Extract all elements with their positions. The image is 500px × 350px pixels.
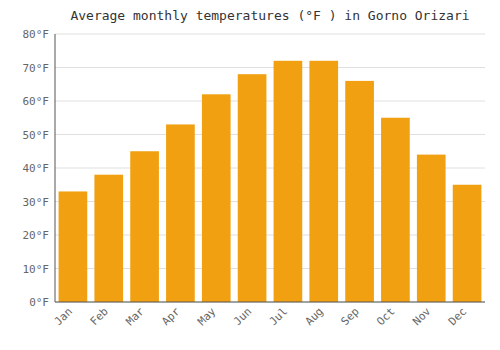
bar — [309, 61, 338, 302]
x-tick-label: Apr — [159, 305, 183, 329]
x-tick-label: Mar — [123, 305, 147, 329]
x-tick-label: Feb — [88, 305, 111, 328]
x-tick-label: Dec — [446, 305, 469, 328]
y-tick-label: 80°F — [23, 28, 50, 41]
bar — [130, 151, 159, 302]
bar — [274, 61, 303, 302]
grid-line — [55, 67, 485, 68]
y-tick-label: 10°F — [23, 263, 50, 276]
x-tick-label: Nov — [410, 305, 434, 329]
x-axis-line — [55, 302, 485, 303]
bars — [59, 61, 482, 302]
grid-line — [55, 134, 485, 135]
chart-title: Average monthly temperatures (°F ) in Go… — [70, 8, 469, 23]
grid-line — [55, 101, 485, 102]
x-tick-label: Jul — [267, 305, 290, 328]
x-tick-label: Jan — [52, 305, 75, 328]
grid-line — [55, 302, 485, 303]
y-tick-label: 40°F — [23, 162, 50, 175]
x-tick-label: Jun — [231, 305, 254, 328]
x-tick-label: Sep — [338, 305, 361, 328]
y-tick-label: 70°F — [23, 62, 50, 75]
bar — [166, 124, 195, 302]
bar — [59, 191, 88, 302]
y-axis-line — [55, 34, 56, 302]
bar — [381, 118, 410, 302]
y-tick-label: 30°F — [23, 196, 50, 209]
y-tick-label: 20°F — [23, 229, 50, 242]
x-tick-label: Oct — [374, 305, 397, 328]
y-tick-label: 0°F — [29, 296, 49, 309]
bar — [417, 155, 446, 302]
bar — [94, 175, 123, 302]
x-tick-label: Aug — [303, 305, 326, 328]
chart-svg: Average monthly temperatures (°F ) in Go… — [0, 0, 500, 350]
y-tick-label: 60°F — [23, 95, 50, 108]
bar — [453, 185, 482, 302]
grid-line — [55, 34, 485, 35]
chart-container: Average monthly temperatures (°F ) in Go… — [0, 0, 500, 350]
y-tick-label: 50°F — [23, 129, 50, 142]
grid — [55, 34, 485, 302]
x-tick-label: May — [195, 305, 219, 329]
bar — [238, 74, 267, 302]
bar — [202, 94, 231, 302]
bar — [345, 81, 374, 302]
